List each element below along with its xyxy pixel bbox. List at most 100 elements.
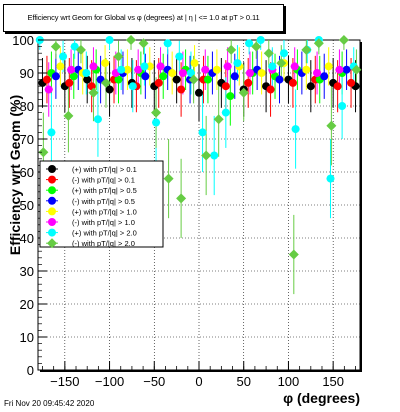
- data-point-series-8: [138, 38, 149, 49]
- data-point-series-6: [290, 62, 299, 71]
- data-point-series-6: [335, 65, 344, 74]
- data-point-series-8: [351, 64, 362, 75]
- legend-entry-label: (-) with pT/|q| > 0.1: [72, 176, 135, 185]
- data-point-series-5: [257, 69, 266, 77]
- data-point-series-7: [70, 42, 79, 51]
- x-tick-label: −100: [95, 374, 124, 389]
- data-point-series-1: [83, 75, 92, 84]
- data-point-series-7: [128, 82, 137, 91]
- y-tick-label: 70: [20, 132, 34, 147]
- data-point-series-5: [324, 62, 333, 71]
- data-point-series-7: [163, 39, 172, 48]
- data-point-series-2: [65, 78, 74, 87]
- x-tick-label: −150: [50, 374, 79, 389]
- y-tick-label: 100: [12, 33, 34, 48]
- data-point-series-8: [226, 44, 237, 55]
- data-point-series-7: [245, 39, 254, 48]
- data-point-series-7: [210, 151, 219, 160]
- data-point-series-4: [320, 72, 329, 81]
- data-point-series-7: [175, 52, 184, 61]
- data-point-series-2: [266, 85, 275, 94]
- data-point-series-8: [75, 44, 86, 55]
- data-point-series-3: [159, 72, 168, 81]
- data-point-series-5: [56, 62, 65, 71]
- x-tick-label: 150: [322, 374, 344, 389]
- data-point-series-7: [117, 65, 126, 74]
- y-tick-label: 30: [20, 264, 34, 279]
- data-point-series-6: [223, 62, 232, 71]
- data-point-series-8: [313, 38, 324, 49]
- data-point-series-5: [101, 59, 110, 68]
- data-point-series-5: [190, 59, 199, 68]
- data-points: [35, 35, 362, 260]
- x-tick-label: −50: [143, 374, 165, 389]
- legend: (+) with pT/|q| > 0.1 (-) with pT/|q| > 0…: [39, 160, 164, 249]
- data-point-series-2: [221, 82, 230, 91]
- data-point-series-3: [203, 75, 212, 84]
- y-tick-label: 80: [20, 99, 34, 114]
- data-point-series-5: [123, 65, 132, 74]
- legend-box: [39, 160, 164, 248]
- data-point-series-7: [140, 62, 149, 71]
- legend-entry-label: (+) with pT/|q| > 0.1: [72, 165, 137, 174]
- data-point-series-1: [195, 88, 203, 97]
- data-point-series-2: [333, 82, 342, 91]
- data-point-series-8: [238, 87, 249, 98]
- data-point-series-8: [163, 173, 174, 184]
- data-point-series-6: [44, 85, 53, 94]
- data-point-series-4: [51, 72, 60, 81]
- y-tick-label: 50: [20, 198, 34, 213]
- chart-title: Efficiency wrt Geom for Global vs φ (deg…: [27, 13, 260, 22]
- x-tick-label: 50: [236, 374, 250, 389]
- y-tick-label: 40: [20, 231, 34, 246]
- data-point-series-7: [326, 174, 335, 183]
- data-point-series-1: [105, 85, 114, 94]
- data-point-series-7: [186, 69, 195, 77]
- data-point-series-7: [82, 69, 91, 77]
- data-point-series-8: [176, 193, 187, 204]
- x-tick-label: 0: [195, 374, 202, 389]
- data-point-series-3: [226, 92, 235, 101]
- data-point-series-2: [177, 85, 186, 94]
- data-point-series-8: [338, 35, 349, 45]
- data-point-series-8: [63, 110, 74, 121]
- data-point-series-7: [47, 128, 56, 137]
- data-point-series-7: [105, 36, 114, 44]
- legend-entry-label: (+) with pT/|q| > 2.0: [72, 229, 137, 238]
- data-point-series-8: [276, 58, 287, 69]
- data-point-series-4: [141, 72, 150, 81]
- data-point-series-1: [172, 75, 181, 84]
- data-point-series-6: [67, 65, 76, 74]
- data-point-series-5: [302, 65, 311, 74]
- data-point-series-2: [288, 78, 297, 87]
- data-point-series-8: [151, 107, 162, 118]
- legend-entry-label: (-) with pT/|q| > 1.0: [72, 218, 135, 227]
- data-point-series-5: [212, 65, 221, 74]
- axis-ticks: −150 −100 −50 0 50 100 150 0 10 20 30 40 50 60 70 80 90 1…: [12, 33, 356, 389]
- data-point-series-8: [213, 114, 224, 125]
- chart-title-box: Efficiency wrt Geom for Global vs φ (deg…: [3, 4, 284, 32]
- data-point-series-8: [326, 120, 337, 131]
- data-point-series-8: [201, 150, 212, 161]
- data-point-series-5: [168, 69, 177, 77]
- legend-entry-label: (-) with pT/|q| > 2.0: [72, 239, 135, 248]
- y-axis-label: Efficiency wrt Geom (%): [7, 95, 23, 255]
- timestamp-footer: Fri Nov 20 09:45:42 2020: [4, 399, 95, 408]
- data-point-series-8: [301, 44, 312, 55]
- x-axis-label: φ (degrees): [283, 390, 360, 406]
- y-tick-label: 20: [20, 297, 34, 312]
- data-point-series-2: [154, 78, 163, 87]
- y-tick-label: 10: [20, 330, 34, 345]
- data-point-series-7: [256, 36, 265, 44]
- data-point-series-8: [88, 87, 99, 98]
- data-point-series-7: [233, 59, 242, 68]
- y-tick-label: 90: [20, 66, 34, 81]
- data-point-series-7: [338, 102, 347, 110]
- data-point-series-6: [201, 65, 210, 74]
- legend-entry-label: (-) with pT/|q| > 0.5: [72, 197, 135, 206]
- data-point-series-1: [306, 82, 315, 91]
- data-point-series-8: [38, 147, 49, 158]
- data-point-series-7: [221, 108, 230, 117]
- data-point-series-8: [100, 77, 111, 88]
